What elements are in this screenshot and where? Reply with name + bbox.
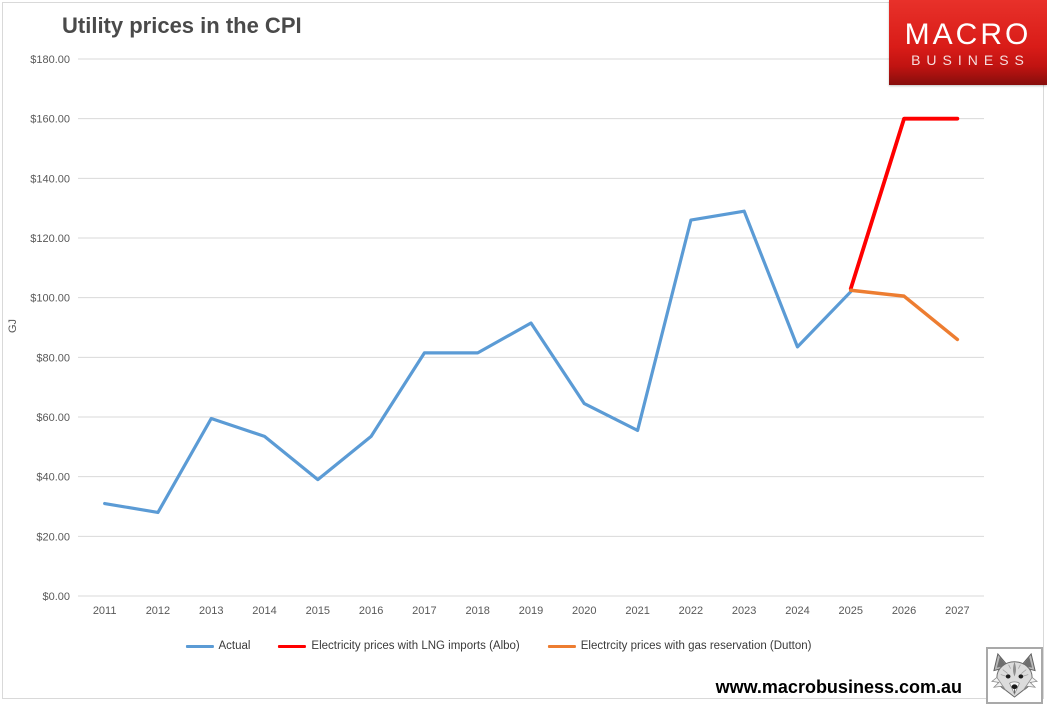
y-axis-label: GJ [7,318,19,334]
legend-label: Electrcity prices with gas reservation (… [580,640,812,652]
x-tick-label: 2021 [625,605,649,617]
chart-title: Utility prices in the CPI [62,13,302,38]
y-tick-label: $180.00 [30,54,70,66]
legend-line-swatch [185,644,214,648]
y-tick-label: $140.00 [30,173,70,185]
x-tick-label: 2023 [732,605,756,617]
x-tick-label: 2019 [519,605,543,617]
series-line-dutton [849,288,960,342]
fox-logo-image [986,647,1043,704]
x-tick-label: 2020 [572,605,596,617]
x-tick-label: 2012 [146,605,170,617]
series-line-actual [103,209,853,515]
y-tick-label: $60.00 [36,412,70,424]
website-url: www.macrobusiness.com.au [715,677,962,697]
x-tick-label: 2016 [359,605,383,617]
y-tick-label: $40.00 [36,472,70,484]
y-tick-label: $160.00 [30,114,70,126]
legend-item-albo: Electricity prices with LNG imports (Alb… [278,640,520,652]
x-tick-label: 2025 [839,605,863,617]
logo-text-business: BUSINESS [911,51,1030,68]
x-tick-label: 2026 [892,605,916,617]
x-tick-label: 2027 [945,605,969,617]
y-tick-label: $100.00 [30,293,70,305]
y-tick-label: $0.00 [42,591,70,603]
legend-item-actual: Actual [185,640,250,652]
fox-icon [991,652,1038,698]
y-tick-label: $120.00 [30,233,70,245]
legend-item-dutton: Electrcity prices with gas reservation (… [547,640,812,652]
series-line-albo [848,116,960,291]
x-tick-label: 2013 [199,605,223,617]
legend-line-swatch [278,644,307,648]
logo-text-macro: MACRO [904,17,1032,51]
legend-line-swatch [547,644,576,648]
x-tick-label: 2017 [412,605,436,617]
legend-label: Electricity prices with LNG imports (Alb… [311,640,520,652]
x-tick-label: 2024 [785,605,809,617]
y-tick-label: $20.00 [36,531,70,543]
legend-label: Actual [218,640,251,652]
x-tick-label: 2018 [465,605,489,617]
x-tick-label: 2015 [306,605,330,617]
macrobusiness-logo: MACRO BUSINESS [889,0,1047,85]
chart-legend: Actual Electricity prices with LNG import… [185,640,811,652]
x-tick-label: 2011 [93,605,117,617]
y-tick-label: $80.00 [36,352,70,364]
x-tick-label: 2014 [252,605,276,617]
x-tick-label: 2022 [679,605,703,617]
